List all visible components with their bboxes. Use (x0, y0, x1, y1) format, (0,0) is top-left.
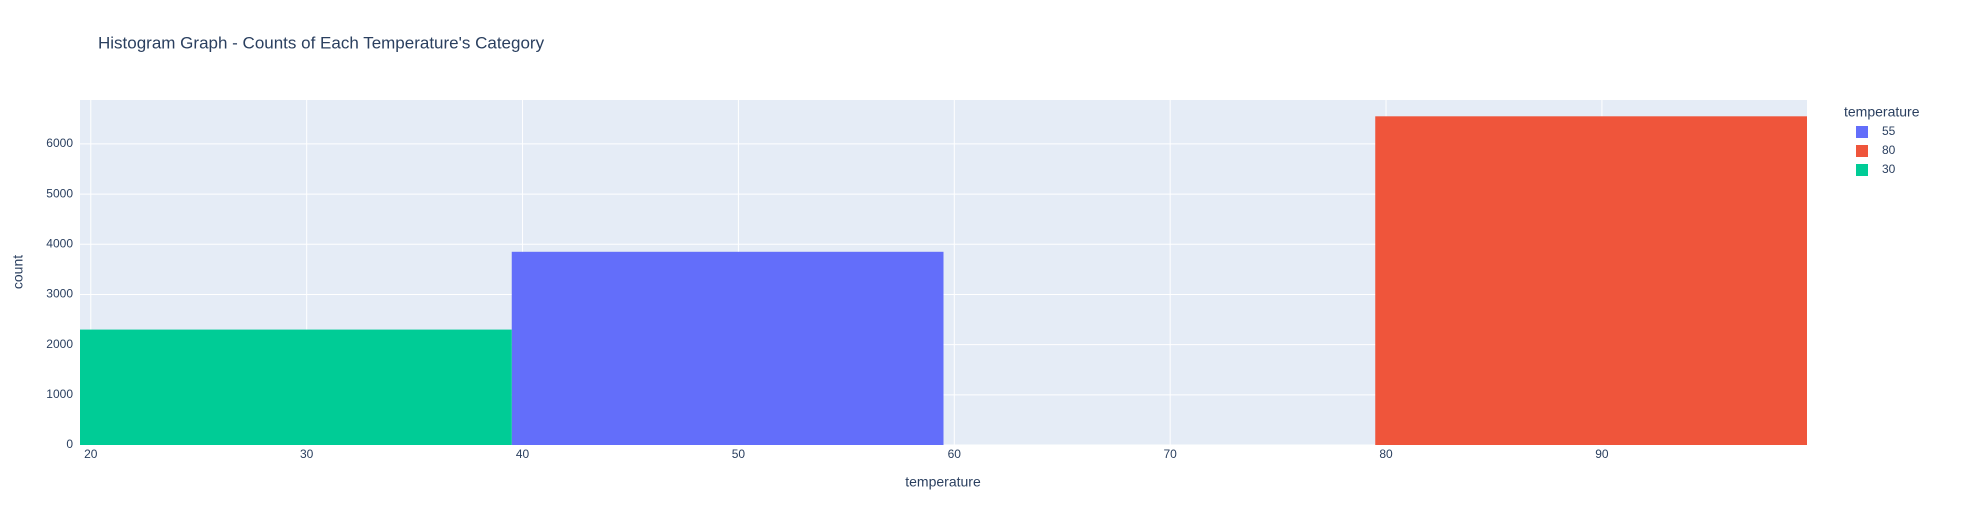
bar (80, 329, 512, 445)
y-tick-label: 3000 (46, 287, 73, 301)
legend-swatch (1856, 126, 1868, 138)
x-tick-label: 30 (300, 447, 314, 461)
y-tick-label: 0 (66, 437, 73, 451)
y-tick-label: 2000 (46, 337, 73, 351)
x-tick-label: 80 (1379, 447, 1393, 461)
bar (1375, 116, 1807, 446)
legend-swatch (1856, 164, 1868, 176)
x-tick-label: 20 (84, 447, 98, 461)
legend-label: 80 (1882, 143, 1896, 157)
x-tick-label: 90 (1595, 447, 1609, 461)
x-axis-title: temperature (905, 474, 981, 490)
x-tick-label: 60 (948, 447, 962, 461)
legend-swatch (1856, 145, 1868, 157)
legend-label: 30 (1882, 162, 1896, 176)
y-tick-label: 1000 (46, 387, 73, 401)
y-tick-label: 4000 (46, 236, 73, 250)
x-tick-label: 40 (516, 447, 530, 461)
y-axis-title: count (10, 255, 26, 289)
chart-title: Histogram Graph - Counts of Each Tempera… (98, 33, 545, 52)
x-tick-label: 50 (732, 447, 746, 461)
legend-label: 55 (1882, 124, 1896, 138)
y-tick-label: 6000 (46, 136, 73, 150)
bar (511, 251, 944, 445)
x-tick-label: 70 (1163, 447, 1177, 461)
legend-title: temperature (1844, 104, 1920, 120)
y-tick-label: 5000 (46, 186, 73, 200)
